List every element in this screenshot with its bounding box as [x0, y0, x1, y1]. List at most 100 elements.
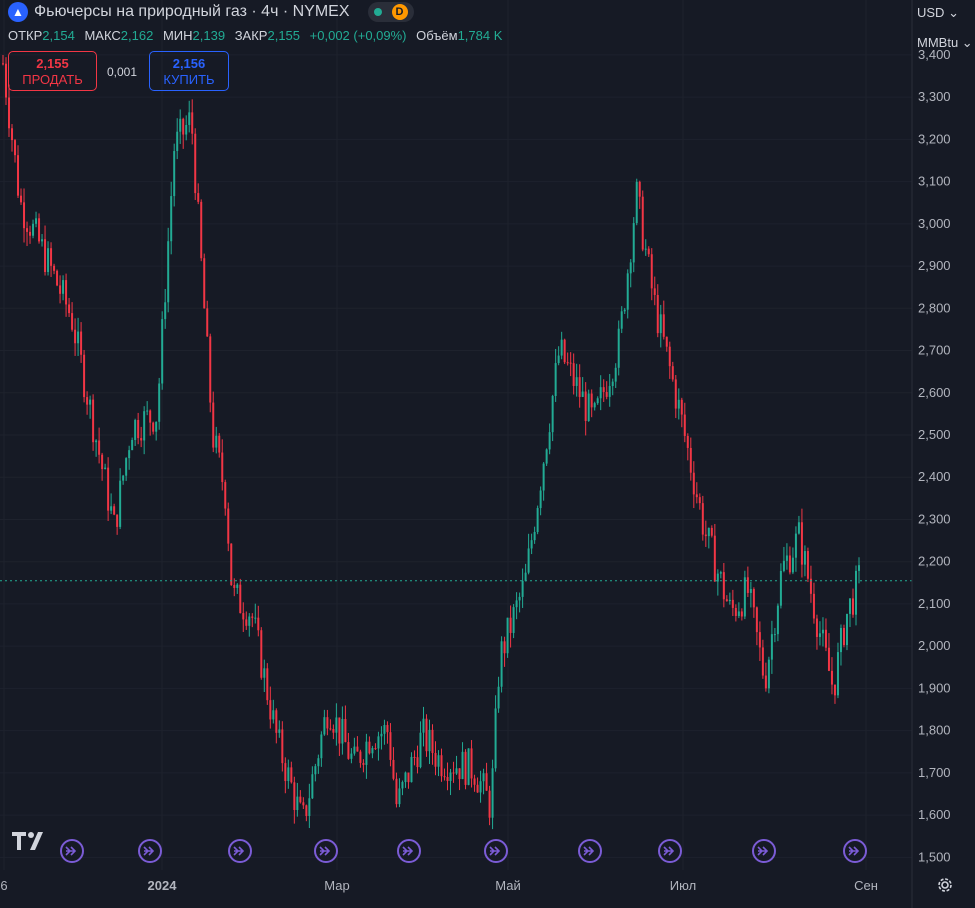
candle — [773, 627, 776, 643]
candle — [413, 750, 416, 766]
dividend-event-icon[interactable] — [658, 839, 682, 863]
candle — [59, 275, 62, 304]
candle — [737, 602, 740, 619]
candle — [419, 721, 422, 769]
candle — [11, 124, 14, 152]
status-badges[interactable]: D — [367, 2, 414, 22]
symbol-title[interactable]: Фьючерсы на природный газ · 4ч · NYMEX — [34, 3, 350, 20]
candle — [452, 761, 455, 783]
tradingview-logo[interactable] — [12, 830, 52, 852]
unit-selector[interactable]: MMBtu ⌄ — [917, 35, 973, 51]
dividend-event-icon[interactable] — [397, 839, 421, 863]
candle — [332, 724, 335, 740]
candle — [488, 785, 491, 826]
dividend-event-icon[interactable] — [578, 839, 602, 863]
candle — [827, 633, 830, 672]
sell-button[interactable]: 2,155 ПРОДАТЬ — [8, 51, 97, 91]
candle — [791, 547, 794, 575]
candle — [113, 503, 116, 516]
y-tick-label: 1,500 — [918, 849, 951, 864]
candle — [398, 778, 401, 808]
x-tick-label: Май — [495, 878, 520, 893]
delayed-badge[interactable]: D — [391, 4, 408, 20]
candle — [311, 766, 314, 800]
candle — [104, 463, 107, 470]
symbol-header[interactable]: ▲ Фьючерсы на природный газ · 4ч · NYMEX… — [8, 2, 414, 22]
candle — [185, 115, 188, 141]
candle — [191, 99, 194, 145]
candle — [329, 719, 332, 731]
candle — [515, 592, 518, 620]
candle — [197, 183, 200, 205]
candle — [137, 412, 140, 445]
candle — [449, 768, 452, 796]
candle — [392, 747, 395, 781]
candle — [575, 363, 578, 397]
dividend-event-icon[interactable] — [843, 839, 867, 863]
currency-selector[interactable]: USD ⌄ — [917, 5, 959, 21]
candle — [299, 790, 302, 804]
candle — [161, 311, 164, 390]
candle — [671, 361, 674, 382]
candle — [152, 421, 155, 435]
candle — [848, 598, 851, 628]
candle — [812, 582, 815, 624]
candle — [794, 526, 797, 572]
change-value: +0,002 (+0,09%) — [309, 28, 407, 43]
candle — [425, 714, 428, 757]
candle — [302, 797, 305, 809]
candle — [101, 452, 104, 481]
candle — [761, 639, 764, 679]
candle — [80, 322, 83, 363]
candle — [383, 719, 386, 745]
candle — [125, 457, 128, 481]
candle — [26, 221, 29, 247]
candle — [554, 348, 557, 402]
dividend-event-icon[interactable] — [484, 839, 508, 863]
chevron-down-icon: ⌄ — [961, 35, 973, 50]
candle — [758, 621, 761, 661]
buy-button[interactable]: 2,156 КУПИТЬ — [149, 51, 229, 91]
candle — [806, 547, 809, 583]
candle — [248, 613, 251, 637]
candle — [653, 276, 656, 306]
low-label: МИН — [162, 28, 193, 43]
candle — [833, 684, 836, 704]
dividend-event-icon[interactable] — [314, 839, 338, 863]
candle — [854, 565, 857, 626]
candle — [239, 578, 242, 614]
dividend-event-icon[interactable] — [228, 839, 252, 863]
dividend-event-icon[interactable] — [752, 839, 776, 863]
candle — [473, 774, 476, 792]
candle — [116, 514, 119, 535]
y-tick-label: 2,700 — [918, 343, 951, 358]
candle — [47, 241, 50, 276]
dividend-event-icon[interactable] — [60, 839, 84, 863]
candle — [353, 737, 356, 756]
gear-icon[interactable] — [935, 875, 955, 895]
candle — [119, 468, 122, 530]
candle — [734, 604, 737, 622]
candle — [788, 546, 791, 575]
buy-price: 2,156 — [172, 56, 206, 71]
candle — [824, 618, 827, 652]
candle — [479, 770, 482, 803]
x-tick-label: Мар — [324, 878, 349, 893]
candle — [17, 145, 20, 199]
candle — [467, 748, 470, 786]
candle — [608, 373, 611, 407]
candle — [44, 225, 47, 276]
candle — [83, 349, 86, 403]
candle — [572, 353, 575, 395]
close-label: ЗАКР — [234, 28, 268, 43]
candle — [164, 288, 167, 329]
y-tick-label: 2,300 — [918, 511, 951, 526]
candle — [317, 754, 320, 774]
candle — [830, 657, 833, 695]
candle — [644, 239, 647, 256]
candle — [53, 263, 56, 275]
candle — [506, 617, 509, 658]
candle — [401, 780, 404, 796]
dividend-event-icon[interactable] — [138, 839, 162, 863]
